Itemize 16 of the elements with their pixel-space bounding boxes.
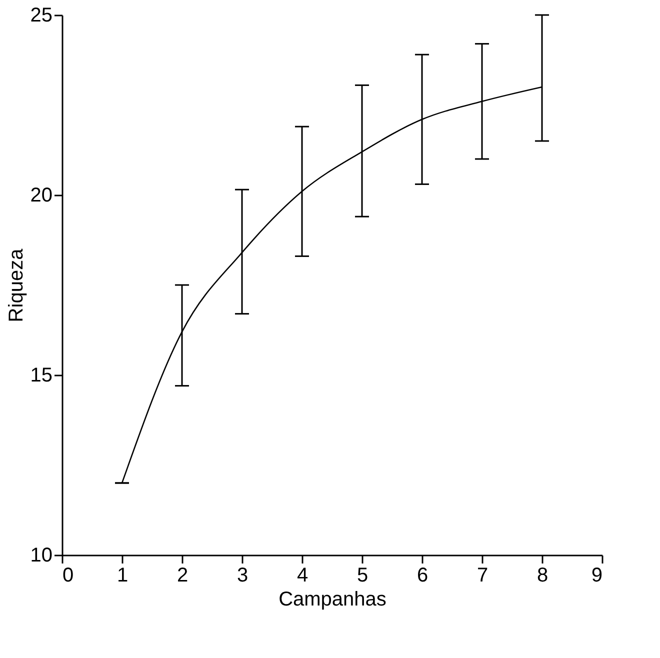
x-tick-label: 8 — [536, 564, 548, 586]
x-tick-label: 0 — [62, 564, 74, 586]
x-tick-label: 3 — [236, 564, 248, 586]
x-axis-title: Campanhas — [278, 588, 386, 610]
x-tick-label: 5 — [356, 564, 368, 586]
y-axis-title: Riqueza — [5, 248, 28, 322]
x-tick-label: 9 — [591, 564, 602, 586]
x-tick-label: 7 — [476, 564, 488, 586]
x-tick-label: 1 — [116, 564, 128, 586]
x-tick-label: 6 — [416, 564, 428, 586]
x-tick-label: 2 — [176, 564, 188, 586]
y-tick-label: 25 — [30, 4, 52, 26]
y-tick-label: 15 — [30, 364, 52, 386]
x-tick-label: 4 — [296, 564, 308, 586]
y-tick-label: 10 — [30, 544, 52, 566]
y-tick-label: 20 — [30, 184, 52, 206]
